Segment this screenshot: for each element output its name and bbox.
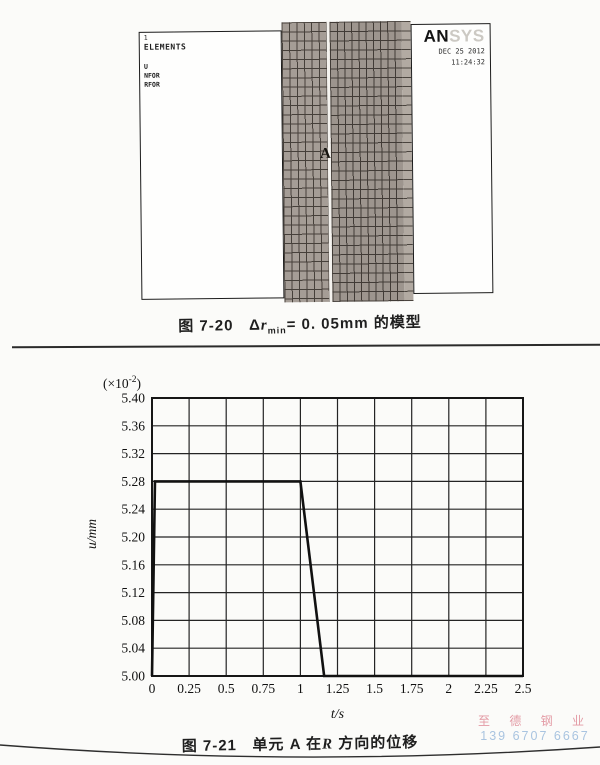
ansys-logo: ANSYS <box>417 26 485 46</box>
x-tick-label: 1.25 <box>326 681 350 696</box>
legend-item-rfor: RFOR <box>144 80 160 89</box>
displacement-chart: 5.00 5.04 5.08 5.12 5.16 5.20 5.24 5.28 5.32 5.36… <box>84 375 532 722</box>
x-tick-label: 2.5 <box>515 681 532 696</box>
y-tick-label: 5.20 <box>121 530 145 545</box>
x-tick-label: 0.5 <box>218 681 235 696</box>
y-tick-label: 5.28 <box>121 474 145 489</box>
y-tick-label: 5.40 <box>121 391 145 406</box>
mesh-band <box>281 21 414 303</box>
x-tick-label: 1 <box>297 681 304 696</box>
y-tick-label: 5.24 <box>121 502 145 517</box>
ansys-legend-panel: 1 ELEMENTS U NFOR RFOR <box>138 30 285 300</box>
x-tick-label: 1.75 <box>400 681 424 696</box>
y-tick-label: 5.32 <box>121 446 145 461</box>
watermark-company: 至 德 钢 业 <box>477 714 592 728</box>
watermark: 至 德 钢 业 139 6707 6667 <box>478 714 592 744</box>
date-stamp: DEC 25 2012 <box>438 47 485 56</box>
node-a-label: A <box>319 145 331 162</box>
section-divider-rule <box>11 343 600 348</box>
figure-7-20-formula: Δrmin= 0. 05mm 的模型 <box>248 313 422 336</box>
x-tick-label: 2 <box>445 681 452 696</box>
figure-7-20-number: 图 7-20 <box>178 317 234 336</box>
ansys-model-figure: 1 ELEMENTS U NFOR RFOR A ANSYS DEC 25 20… <box>137 18 496 306</box>
y-tick-label: 5.00 <box>121 669 145 684</box>
display-type-label: ELEMENTS <box>143 42 187 52</box>
legend-items: U NFOR RFOR <box>144 61 277 89</box>
x-axis-label: t/s <box>331 707 345 722</box>
watermark-phone: 139 6707 6667 <box>480 729 590 743</box>
ansys-logo-dark: AN <box>423 26 450 46</box>
x-tick-label: 1.5 <box>366 681 383 696</box>
displacement-line <box>150 480 523 678</box>
ansys-logo-light: SYS <box>449 26 485 46</box>
y-scale-note: (×10-2) <box>103 375 141 391</box>
mesh-coarse-region <box>329 21 405 302</box>
x-tick-label: 0 <box>149 681 156 696</box>
ansys-info-panel: ANSYS DEC 25 2012 11:24:32 <box>410 23 494 294</box>
plot-number: 1 <box>143 33 148 42</box>
y-tick-label: 5.12 <box>121 585 145 600</box>
x-tick-label: 2.25 <box>474 681 498 696</box>
y-tick-label: 5.04 <box>121 641 145 656</box>
figure-7-21-title: 单元 A 在R 方向的位移 <box>252 733 419 754</box>
y-tick-label: 5.08 <box>121 613 145 628</box>
y-tick-label: 5.16 <box>121 557 145 572</box>
figure-7-21-number: 图 7-21 <box>181 737 238 756</box>
y-tick-label: 5.36 <box>121 418 145 433</box>
x-tick-label: 0.75 <box>251 681 275 696</box>
y-axis-label: u/mm <box>84 519 99 549</box>
figure-7-20-caption: 图 7-20 Δrmin= 0. 05mm 的模型 <box>0 308 600 340</box>
time-stamp: 11:24:32 <box>451 58 486 67</box>
x-tick-label: 0.25 <box>177 681 201 696</box>
